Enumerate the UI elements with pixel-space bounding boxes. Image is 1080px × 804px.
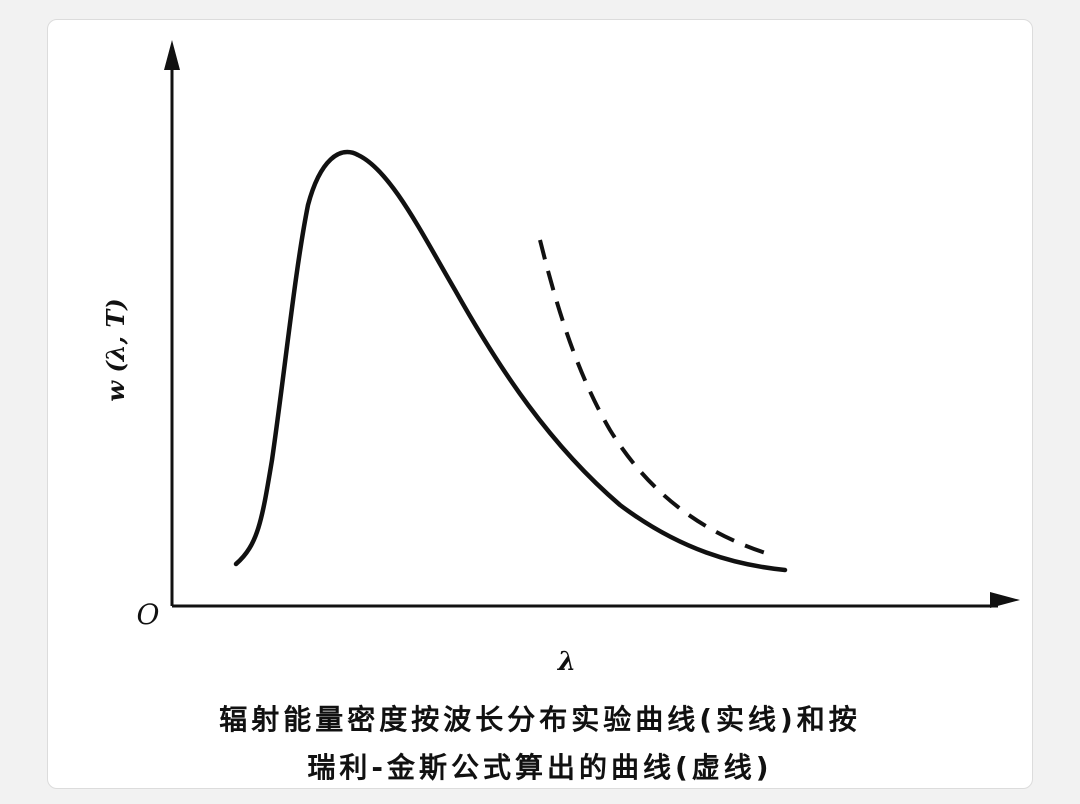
y-axis-arrow <box>164 40 180 70</box>
y-axis-label: w (λ, T) <box>101 298 130 401</box>
experimental-curve <box>233 149 788 573</box>
caption-line-1: 辐射能量密度按波长分布实验曲线(实线)和按 <box>219 703 861 736</box>
rayleigh-jeans-curve <box>538 239 776 558</box>
x-axis-arrow <box>990 592 1020 608</box>
caption-line-2: 瑞利-金斯公式算出的曲线(虚线) <box>307 751 773 784</box>
origin-label: O <box>137 598 160 631</box>
figure-card <box>47 19 1033 789</box>
x-axis-label: λ <box>557 647 576 677</box>
